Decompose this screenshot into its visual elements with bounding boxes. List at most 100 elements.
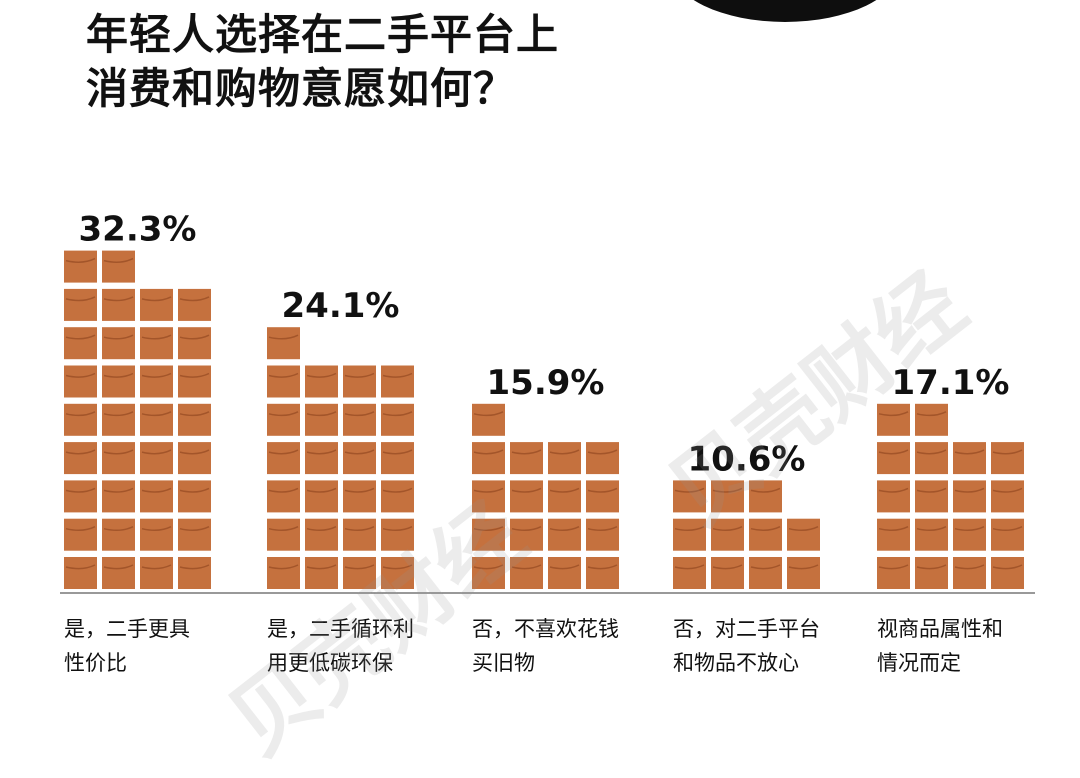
- category-label-line: 性价比: [64, 651, 127, 675]
- brick-texture: [549, 526, 580, 532]
- brick-texture: [878, 526, 909, 532]
- brick-texture: [712, 487, 743, 493]
- brick: [343, 403, 376, 436]
- brick-texture: [344, 449, 375, 455]
- brick-texture: [141, 296, 172, 302]
- brick-texture: [878, 564, 909, 570]
- brick-texture: [344, 411, 375, 417]
- brick: [915, 480, 948, 513]
- category-label-line: 买旧物: [472, 651, 535, 675]
- brick: [381, 365, 414, 398]
- brick: [586, 442, 619, 475]
- brick-texture: [65, 526, 96, 532]
- brick: [140, 518, 173, 551]
- brick-texture: [473, 449, 504, 455]
- brick-texture: [103, 526, 134, 532]
- brick-texture: [954, 564, 985, 570]
- category-label-line: 是，二手循环利: [267, 617, 414, 641]
- brick-texture: [878, 411, 909, 417]
- brick-texture: [750, 564, 781, 570]
- bar-5: [877, 403, 1024, 589]
- brick-texture: [268, 334, 299, 340]
- brick: [877, 403, 910, 436]
- brick: [548, 557, 581, 589]
- brick-texture: [473, 564, 504, 570]
- brick-texture: [344, 487, 375, 493]
- brick: [102, 518, 135, 551]
- brick-texture: [549, 564, 580, 570]
- category-label-line: 视商品属性和: [877, 617, 1003, 641]
- brick: [673, 557, 706, 589]
- brick: [267, 480, 300, 513]
- bar-4: [673, 480, 820, 589]
- brick-texture: [268, 449, 299, 455]
- brick: [102, 327, 135, 360]
- brick: [991, 557, 1024, 589]
- brick: [472, 557, 505, 589]
- brick: [381, 480, 414, 513]
- brick: [510, 480, 543, 513]
- brick-texture: [878, 449, 909, 455]
- brick-texture: [179, 487, 210, 493]
- brick: [178, 403, 211, 436]
- brick: [953, 442, 986, 475]
- brick: [586, 518, 619, 551]
- brick: [915, 403, 948, 436]
- brick: [178, 557, 211, 589]
- brick-texture: [103, 257, 134, 263]
- brick: [64, 442, 97, 475]
- brick: [343, 518, 376, 551]
- brick-texture: [674, 526, 705, 532]
- category-label: 否，不喜欢花钱 买旧物: [472, 612, 662, 680]
- brick-texture: [511, 526, 542, 532]
- brick-texture: [916, 526, 947, 532]
- brick: [305, 365, 338, 398]
- brick: [877, 518, 910, 551]
- category-label: 是，二手更具 性价比: [64, 612, 254, 680]
- brick-texture: [103, 487, 134, 493]
- brick-texture: [103, 411, 134, 417]
- brick: [140, 480, 173, 513]
- brick: [510, 442, 543, 475]
- brick: [749, 518, 782, 551]
- brick-texture: [65, 372, 96, 378]
- brick-texture: [750, 487, 781, 493]
- brick: [64, 480, 97, 513]
- brick: [64, 327, 97, 360]
- brick: [548, 442, 581, 475]
- brick: [548, 480, 581, 513]
- brick: [64, 403, 97, 436]
- brick-texture: [141, 487, 172, 493]
- brick-texture: [179, 372, 210, 378]
- bar-3: [472, 403, 619, 589]
- brick-texture: [473, 487, 504, 493]
- brick: [381, 403, 414, 436]
- brick-texture: [587, 564, 618, 570]
- brick: [64, 288, 97, 321]
- brick-texture: [141, 334, 172, 340]
- brick-texture: [382, 411, 413, 417]
- brick-texture: [954, 526, 985, 532]
- brick-texture: [268, 411, 299, 417]
- brick-texture: [954, 449, 985, 455]
- brick: [673, 518, 706, 551]
- brick-texture: [344, 372, 375, 378]
- title-line-2: 消费和购物意愿如何？: [86, 64, 517, 113]
- brick-texture: [473, 526, 504, 532]
- brick-texture: [992, 526, 1023, 532]
- brick: [510, 518, 543, 551]
- brick-texture: [268, 526, 299, 532]
- category-label: 视商品属性和 情况而定: [877, 612, 1067, 680]
- brick-texture: [587, 449, 618, 455]
- category-label-line: 用更低碳环保: [267, 651, 393, 675]
- value-label: 32.3%: [79, 210, 197, 250]
- brick-texture: [306, 449, 337, 455]
- brick-texture: [65, 564, 96, 570]
- brick: [178, 365, 211, 398]
- brick-texture: [306, 411, 337, 417]
- category-label-line: 否，不喜欢花钱: [472, 617, 619, 641]
- brick: [381, 442, 414, 475]
- brick-texture: [712, 564, 743, 570]
- brick-texture: [788, 564, 819, 570]
- brick: [510, 557, 543, 589]
